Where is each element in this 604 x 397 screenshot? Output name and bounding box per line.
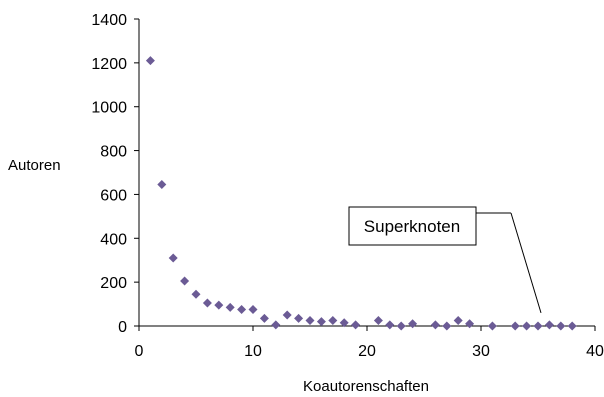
data-point [544, 320, 554, 330]
data-point [351, 320, 361, 330]
data-point [533, 321, 543, 331]
data-point [282, 310, 292, 320]
data-point [396, 321, 406, 331]
data-point [271, 320, 281, 330]
x-axis-ticks: 0 10 20 30 40 [135, 326, 604, 360]
data-point [168, 253, 178, 263]
data-point [556, 321, 566, 331]
x-tick-label: 40 [586, 343, 604, 360]
data-point [191, 289, 201, 299]
data-point [294, 313, 304, 323]
y-tick-label: 1200 [91, 56, 127, 73]
y-tick-label: 0 [118, 319, 127, 336]
data-point [567, 321, 577, 331]
data-point [430, 320, 440, 330]
data-point [453, 316, 463, 326]
y-axis-label: Autoren [8, 157, 61, 174]
data-point [214, 300, 224, 310]
data-points [145, 56, 577, 331]
y-tick-label: 1400 [91, 12, 127, 29]
annotation-box [348, 206, 477, 246]
data-point [157, 180, 167, 190]
y-tick-label: 400 [100, 231, 127, 248]
annotation-superknoten: Superknoten [364, 217, 460, 236]
data-point [487, 321, 497, 331]
data-point [248, 305, 258, 315]
data-point [316, 317, 326, 327]
x-axis-label: Koautorenschaften [303, 378, 429, 395]
y-tick-label: 1000 [91, 100, 127, 117]
data-point [225, 302, 235, 312]
data-point [339, 318, 349, 328]
data-point [465, 319, 475, 329]
axes [138, 19, 595, 327]
data-point [522, 321, 532, 331]
data-point [510, 321, 520, 331]
data-point [305, 316, 315, 326]
data-point [202, 298, 212, 308]
data-point [385, 320, 395, 330]
x-tick-label: 30 [472, 343, 490, 360]
data-point [237, 305, 247, 315]
y-axis-ticks: 0 200 400 600 800 1000 1200 1400 [91, 12, 139, 336]
data-point [180, 276, 190, 286]
x-tick-label: 0 [135, 343, 144, 360]
annotation: Superknoten [348, 206, 542, 314]
x-tick-label: 10 [244, 343, 262, 360]
y-tick-label: 800 [100, 144, 127, 161]
data-point [373, 316, 383, 326]
x-tick-label: 20 [358, 343, 376, 360]
data-point [408, 319, 418, 329]
annotation-leader-line [510, 212, 542, 314]
data-point [259, 313, 269, 323]
data-point [145, 56, 155, 66]
y-tick-label: 600 [100, 187, 127, 204]
data-point [328, 316, 338, 326]
y-tick-label: 200 [100, 275, 127, 292]
data-point [442, 321, 452, 331]
